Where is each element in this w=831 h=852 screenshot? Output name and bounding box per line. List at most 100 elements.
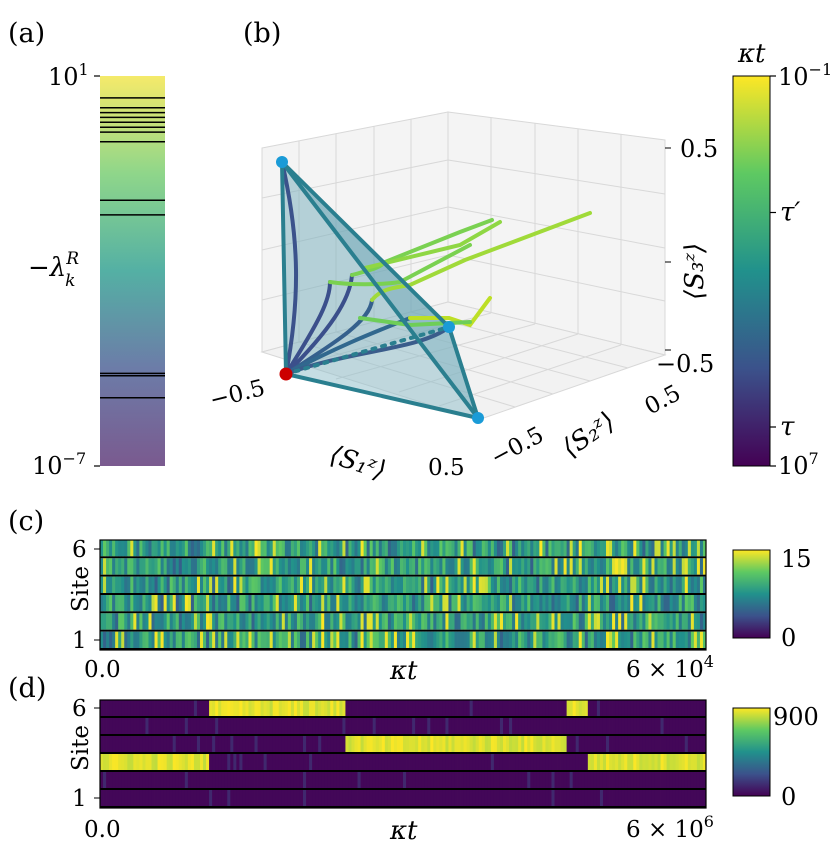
heatmap-cell [530,718,534,734]
heatmap-cell [563,700,568,716]
heatmap-cell [224,631,228,648]
heatmap-cell [160,558,165,575]
heatmap-cell [154,754,158,770]
heatmap-cell [687,772,692,788]
heatmap-cell [342,700,346,716]
heatmap-cell [657,540,661,557]
heatmap-cell [690,754,695,770]
heatmap-cell [657,700,661,716]
heatmap-cell [357,772,361,788]
heatmap-cell [296,595,301,612]
heatmap-cell [506,540,510,557]
heatmap-cell [163,700,168,716]
heatmap-cell [248,700,252,716]
heatmap-cell [424,595,428,612]
heatmap-cell [663,613,668,630]
heatmap-cell [157,754,161,770]
heatmap-cell [148,576,152,593]
heatmap-cell [403,736,407,752]
heatmap-cell [348,558,352,575]
heatmap-cell [287,558,292,575]
heatmap-cell [281,558,286,575]
heatmap-cell [584,540,589,557]
heatmap-cell [472,718,477,734]
heatmap-cell [669,736,674,752]
heatmap-cell [133,540,137,557]
heatmap-cell [424,576,428,593]
heatmap-cell [654,754,658,770]
heatmap-cell [596,790,601,806]
heatmap-cell [100,595,104,612]
heatmap-cell [403,576,407,593]
heatmap-cell [151,772,155,788]
heatmap-cell [651,631,655,648]
heatmap-cell [187,700,192,716]
heatmap-cell [666,558,671,575]
heatmap-cell [681,736,686,752]
heatmap-cell [393,595,398,612]
heatmap-cell [303,790,307,806]
heatmap-cell [175,613,180,630]
heatmap-cell [154,772,158,788]
heatmap-cell [415,631,419,648]
heatmap-cell [348,631,352,648]
heatmap-cell [239,576,243,593]
row-separator [100,734,706,736]
heatmap-cell [472,754,477,770]
heatmap-cell [657,613,661,630]
heatmap-cell [696,631,701,648]
heatmap-cell [366,718,371,734]
heatmap-cell [266,595,271,612]
heatmap-cell [657,558,661,575]
heatmap-cell [615,576,619,593]
heatmap-cell [266,772,271,788]
heatmap-cell [118,718,122,734]
heatmap-cell [566,790,571,806]
x-tick-right: 0.5 [428,455,465,481]
heatmap-cell [275,576,280,593]
heatmap-cell [239,540,243,557]
heatmap-cell [548,790,552,806]
heatmap-cell [554,558,558,575]
heatmap-cell [433,790,437,806]
heatmap-cell [702,754,707,770]
heatmap-cell [472,595,477,612]
heatmap-cell [572,772,577,788]
heatmap-cell [615,595,619,612]
heatmap-cell [502,790,507,806]
heatmap-cell [621,595,625,612]
heatmap-cell [412,540,416,557]
tick-bottom-exp: −7 [63,449,87,468]
heatmap-cell [236,754,240,770]
heatmap-cell [430,736,434,752]
heatmap-cell [206,718,210,734]
heatmap-cell [224,718,228,734]
heatmap-cell [130,790,134,806]
heatmap-cell [245,613,249,630]
heatmap-cell [451,736,455,752]
heatmap-cell [369,558,374,575]
heatmap-cell [669,790,674,806]
heatmap-cell [490,736,495,752]
trajectory [328,243,472,287]
heatmap-cell [524,595,528,612]
heatmap-cell [442,558,446,575]
heatmap-cell [257,595,261,612]
heatmap-cell [221,718,225,734]
heatmap-cell [133,700,137,716]
heatmap-cell [339,700,343,716]
heatmap-cell [530,613,534,630]
heatmap-cell [521,576,525,593]
heatmap-cell [515,595,519,612]
heatmap-cell [127,576,131,593]
heatmap-cell [178,718,183,734]
heatmap-cell [548,718,552,734]
heatmap-cell [396,613,401,630]
heatmap-cell [675,790,680,806]
heatmap-cell [233,700,237,716]
heatmap-cell [648,595,652,612]
heatmap-cell [239,700,243,716]
heatmap-cell [572,576,577,593]
heatmap-cell [181,736,186,752]
heatmap-cell [593,540,598,557]
